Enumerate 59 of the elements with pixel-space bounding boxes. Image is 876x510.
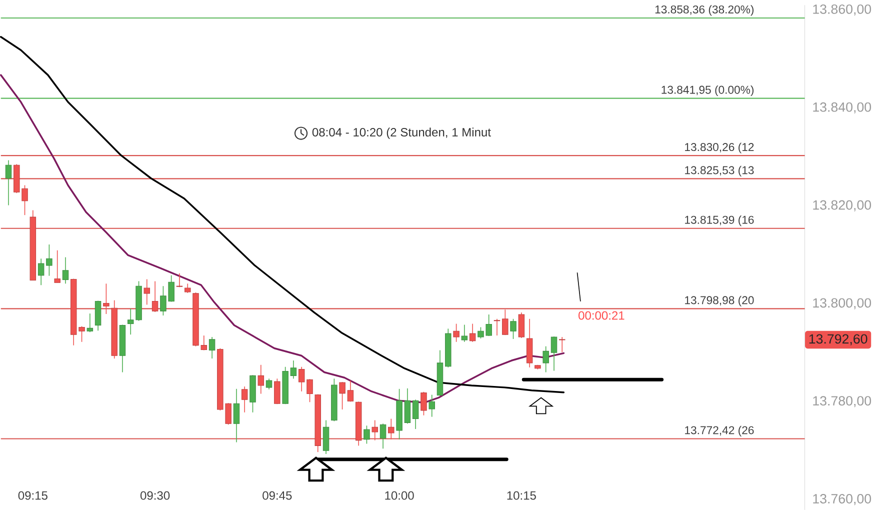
candlestick: [290, 360, 297, 379]
candlestick: [558, 336, 566, 353]
ref-line-label: 13.841,95 (0.00%): [662, 85, 754, 96]
ref-line-label: 13.815,39 (16: [685, 215, 754, 226]
x-tick-label: 09:15: [18, 491, 48, 500]
candlestick: [388, 418, 394, 440]
annotation: 08:04 - 10:20 (2 Stunden, 1 Minut: [312, 128, 491, 139]
candlestick: [176, 272, 183, 288]
candlestick: [347, 380, 354, 402]
ref-line-label: 13.830,26 (12: [685, 142, 754, 154]
x-tick-label: 10:00: [385, 491, 414, 500]
candlestick: [510, 318, 516, 340]
y-tick-label: 13.780,00: [813, 396, 872, 408]
ref-line-label: 13.798,98 (20: [685, 296, 754, 306]
candlestick: [152, 280, 158, 312]
candlestick: [86, 313, 94, 332]
candlestick: [380, 423, 386, 449]
candlestick: [339, 382, 346, 410]
candlestick: [461, 324, 468, 342]
candlestick: [184, 283, 191, 294]
candlestick: [274, 378, 280, 404]
ref-line-label: 13.858,36 (38.20%): [655, 5, 754, 16]
candlestick: [54, 250, 60, 284]
x-tick-label: 09:30: [140, 491, 170, 500]
candlestick: [469, 323, 476, 342]
candlestick: [494, 318, 500, 336]
y-tick-label: 13.800,00: [813, 298, 872, 310]
candlestick: [233, 388, 240, 443]
candlestick: [241, 386, 248, 413]
candlestick: [322, 420, 330, 454]
candlestick: [428, 394, 435, 418]
annotation: 00:00:21: [578, 311, 624, 320]
candlestick: [412, 399, 419, 430]
y-tick-label: 13.820,00: [813, 200, 872, 212]
ref-line-label: 13.825,53 (13: [685, 166, 754, 176]
candlestick: [62, 256, 69, 284]
candlestick: [502, 309, 508, 336]
candlestick: [5, 160, 12, 206]
candlestick: [103, 283, 110, 314]
candlestick: [258, 364, 264, 394]
candlestick: [453, 323, 460, 342]
y-tick-label: 13.840,00: [813, 102, 872, 114]
candlestick: [518, 312, 525, 338]
candlestick: [420, 391, 427, 416]
x-tick-label: 09:45: [262, 491, 292, 500]
ref-line-label: 13.772,42 (26: [685, 426, 754, 436]
candlestick: [404, 388, 411, 424]
y-tick-label: 13.760,00: [813, 494, 872, 506]
y-tick-label: 13.860,00: [813, 4, 872, 16]
candlestick: [144, 278, 150, 306]
x-tick-label: 10:15: [507, 491, 536, 500]
candlestick: [266, 378, 272, 390]
candlestick: [94, 300, 102, 331]
candlestick: [542, 346, 549, 373]
candlestick: [372, 420, 378, 441]
candlestick: [364, 425, 370, 444]
candlestick: [208, 336, 216, 359]
text: 13.792,60: [809, 334, 868, 346]
candlestick: [550, 336, 558, 372]
